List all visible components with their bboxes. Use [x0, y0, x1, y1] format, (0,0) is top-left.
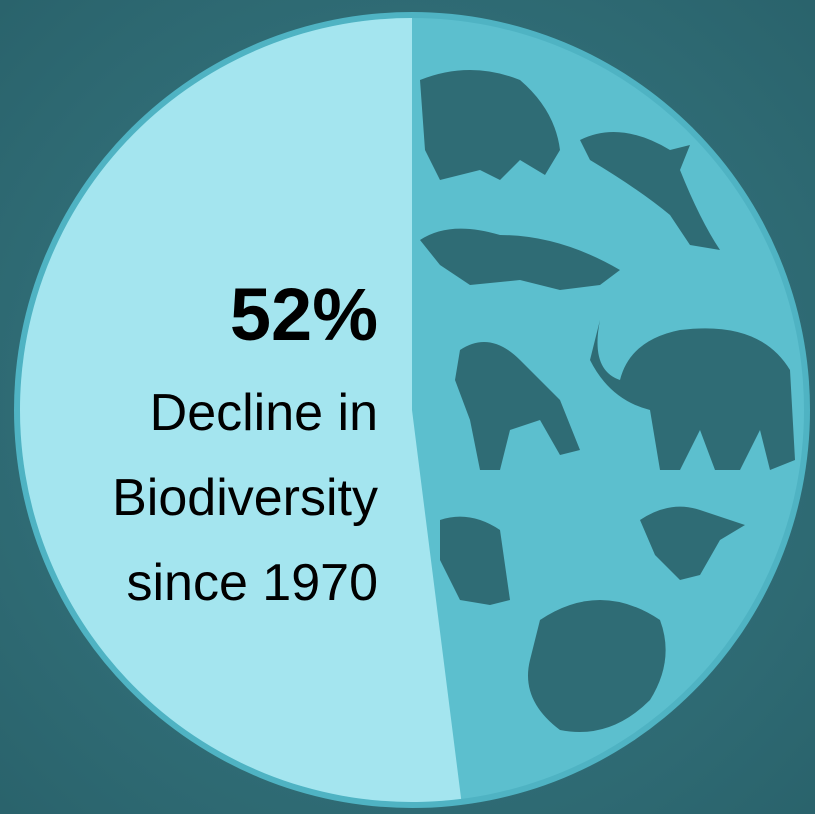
- annotation-line: since 1970: [126, 554, 378, 612]
- chart: 52% Decline in Biodiversity since 1970: [0, 0, 815, 814]
- page: 52% Decline in Biodiversity since 1970 (…: [0, 0, 815, 814]
- annotation-line: Biodiversity: [112, 469, 378, 527]
- percent-label: 52%: [230, 273, 378, 356]
- annotation-line: Decline in: [150, 384, 378, 442]
